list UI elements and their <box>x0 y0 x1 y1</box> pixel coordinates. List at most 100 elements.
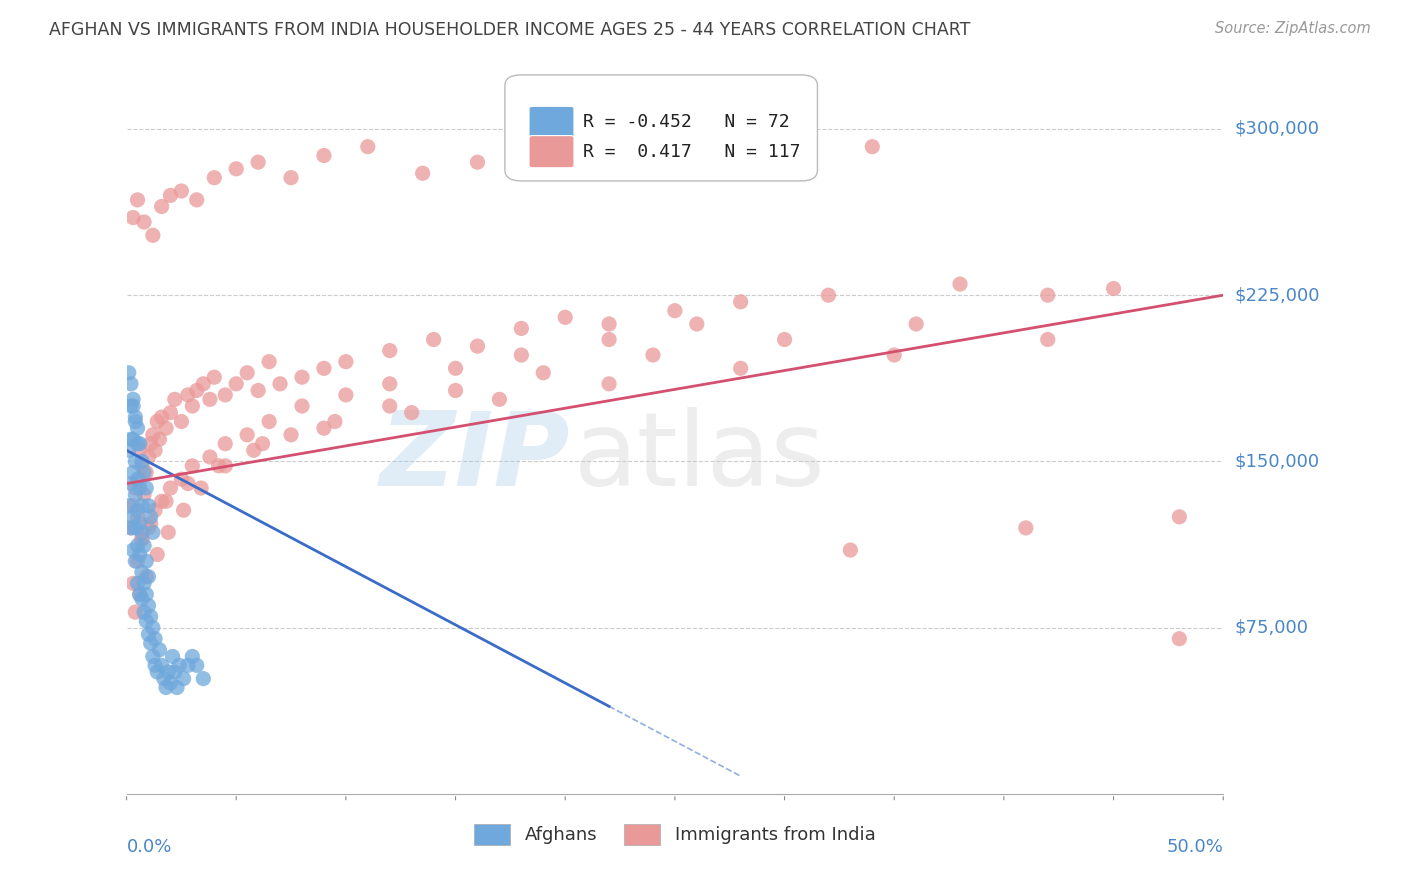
Point <box>132 215 155 229</box>
Point <box>412 166 434 180</box>
Point <box>236 366 259 380</box>
Point <box>444 361 467 376</box>
Point <box>839 543 862 558</box>
Point <box>664 303 686 318</box>
Point <box>146 548 169 562</box>
Point <box>138 599 160 613</box>
Point <box>142 649 165 664</box>
Point <box>132 539 155 553</box>
Point <box>143 632 166 646</box>
Point <box>186 658 208 673</box>
Point <box>181 399 204 413</box>
Point <box>135 614 157 628</box>
Point <box>598 333 620 347</box>
Point <box>162 649 184 664</box>
Point <box>598 376 620 391</box>
Point <box>127 193 149 207</box>
Point <box>510 348 533 362</box>
Point <box>193 376 215 391</box>
Point <box>467 155 489 169</box>
Point <box>159 676 181 690</box>
Point <box>120 399 142 413</box>
Point <box>751 127 773 141</box>
Point <box>730 361 752 376</box>
Point <box>138 521 160 535</box>
Point <box>132 466 155 480</box>
Point <box>208 458 231 473</box>
Point <box>120 476 142 491</box>
Point <box>905 317 928 331</box>
Point <box>510 321 533 335</box>
Point <box>148 642 170 657</box>
Point <box>357 139 380 153</box>
Point <box>163 392 186 407</box>
Point <box>122 399 145 413</box>
Point <box>170 415 193 429</box>
Point <box>139 516 162 531</box>
Point <box>122 499 145 513</box>
Point <box>257 354 280 368</box>
Point <box>163 665 186 679</box>
Text: Source: ZipAtlas.com: Source: ZipAtlas.com <box>1215 21 1371 36</box>
Point <box>1036 288 1059 302</box>
Point <box>150 494 173 508</box>
Text: $150,000: $150,000 <box>1234 452 1319 470</box>
Point <box>124 521 146 535</box>
Point <box>128 587 150 601</box>
Point <box>139 509 162 524</box>
Point <box>153 672 176 686</box>
Point <box>139 636 162 650</box>
Point <box>173 503 195 517</box>
Point <box>291 370 314 384</box>
Point <box>143 658 166 673</box>
Point <box>641 133 664 147</box>
Point <box>142 427 165 442</box>
Point <box>159 481 181 495</box>
Point <box>312 361 335 376</box>
Point <box>128 436 150 450</box>
Point <box>554 144 576 158</box>
Point <box>214 458 236 473</box>
Point <box>247 155 270 169</box>
Point <box>170 472 193 486</box>
Legend: Afghans, Immigrants from India: Afghans, Immigrants from India <box>467 817 883 852</box>
Text: ZIP: ZIP <box>380 407 571 508</box>
Point <box>135 587 157 601</box>
Point <box>118 499 141 513</box>
Text: 50.0%: 50.0% <box>1167 838 1223 855</box>
Point <box>135 481 157 495</box>
Point <box>142 525 165 540</box>
Point <box>236 427 259 442</box>
Point <box>225 376 247 391</box>
Point <box>120 521 142 535</box>
Text: $300,000: $300,000 <box>1234 120 1319 138</box>
Point <box>242 443 264 458</box>
Point <box>146 415 169 429</box>
Point <box>142 621 165 635</box>
Point <box>138 569 160 583</box>
Point <box>860 139 883 153</box>
Text: R =  0.417   N = 117: R = 0.417 N = 117 <box>582 143 800 161</box>
Point <box>131 566 153 580</box>
Point <box>225 161 247 176</box>
Point <box>335 388 357 402</box>
Point <box>177 388 200 402</box>
Point <box>128 587 150 601</box>
Point <box>124 554 146 568</box>
Point <box>157 665 180 679</box>
Point <box>146 665 169 679</box>
Point <box>422 333 444 347</box>
Point <box>155 494 177 508</box>
Point <box>202 170 225 185</box>
Point <box>124 410 146 425</box>
Point <box>127 576 149 591</box>
Point <box>181 649 204 664</box>
Point <box>127 509 149 524</box>
Point <box>139 436 162 450</box>
Point <box>120 521 142 535</box>
Point <box>467 339 489 353</box>
Point <box>124 488 146 502</box>
Point <box>139 609 162 624</box>
Point <box>131 532 153 546</box>
Point <box>131 499 153 513</box>
